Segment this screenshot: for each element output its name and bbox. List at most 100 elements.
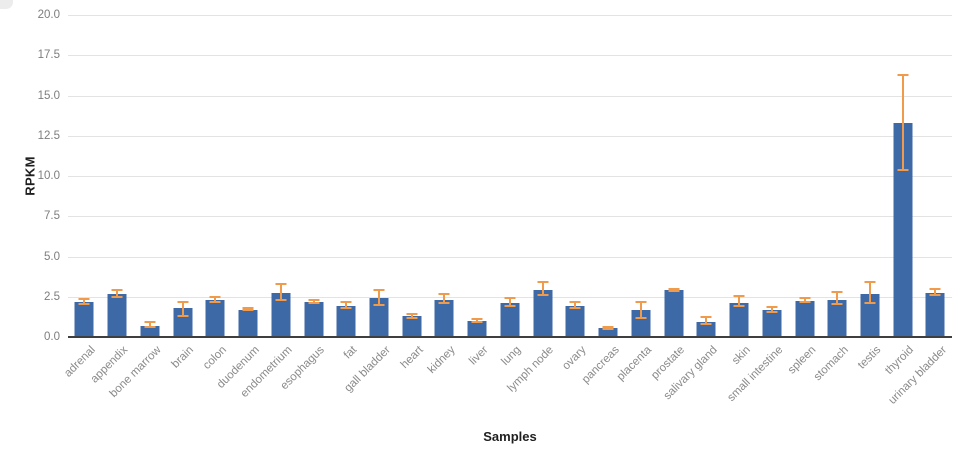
error-bar-cap-low-skin [733, 305, 745, 308]
error-bar-cap-high-stomach [831, 290, 843, 293]
bar-slot-skin: skin [723, 15, 756, 367]
error-bar-stem-prostate [672, 288, 675, 292]
error-bar-stem-ovary [574, 302, 577, 309]
error-bar-cap-high-lymph-node [537, 281, 549, 284]
error-bar-cap-high-small-intestine [766, 306, 778, 309]
bar-slot-thyroid: thyroid [883, 15, 919, 377]
x-tick-label-fat: fat [342, 344, 360, 362]
x-tick-label-urinary-bladder: urinary bladder [886, 344, 949, 407]
error-bar-stem-small-intestine [770, 307, 773, 313]
x-tick-label-placenta: placenta [615, 344, 655, 384]
x-axis-line [68, 336, 952, 338]
error-bar-cap-high-placenta [635, 300, 647, 303]
error-bar-stem-spleen [803, 297, 806, 303]
error-bar-cap-high-colon [209, 295, 221, 298]
error-bar-cap-high-appendix [111, 288, 123, 291]
error-bar-cap-high-fat [340, 300, 352, 303]
error-bar-cap-low-esophagus [308, 302, 319, 305]
bar-pancreas [598, 328, 618, 337]
x-tick-label-colon: colon [200, 344, 229, 372]
error-bar-cap-low-urinary-bladder [929, 294, 941, 297]
bar-liver [467, 320, 487, 337]
bar-adrenal [74, 301, 94, 337]
error-bar-cap-high-gall-bladder [373, 289, 385, 292]
error-bar-stem-liver [476, 319, 479, 322]
error-bar-stem-testis [868, 282, 871, 304]
y-tick-label: 0.0 [44, 331, 60, 343]
error-bar-cap-high-salivary-gland [700, 315, 712, 318]
bar-prostate [664, 290, 684, 337]
bar-slot-appendix: appendix [89, 15, 134, 385]
y-tick-label: 15.0 [37, 89, 60, 102]
bar-slot-bone-marrow: bone marrow [107, 15, 166, 400]
bar-gall-bladder [369, 298, 389, 337]
error-bar-cap-low-spleen [799, 301, 811, 304]
error-bar-cap-high-esophagus [308, 298, 319, 301]
bar-kidney [434, 299, 454, 337]
gridline [68, 256, 952, 258]
error-bar-stem-lung [508, 297, 511, 306]
error-bar-stem-thyroid [901, 74, 904, 170]
bar-slot-ovary: ovary [559, 15, 592, 372]
error-bar-cap-high-endometrium [275, 282, 287, 285]
x-tick-label-brain: brain [169, 344, 197, 371]
error-bar-stem-kidney [443, 293, 446, 304]
error-bar-cap-low-gall-bladder [373, 303, 385, 306]
bar-slot-colon: colon [199, 15, 232, 372]
bar-slot-lung: lung [494, 15, 527, 368]
bar-fat [336, 305, 356, 337]
bar-slot-prostate: prostate [649, 15, 690, 382]
error-bar-cap-low-testis [864, 302, 876, 305]
error-bar-stem-esophagus [312, 299, 315, 304]
error-bar-stem-heart [410, 313, 413, 318]
bar-slot-endometrium: endometrium [238, 15, 297, 400]
y-tick-label: 20.0 [37, 9, 60, 21]
error-bar-stem-endometrium [279, 283, 282, 300]
error-bar-cap-high-urinary-bladder [929, 287, 941, 290]
error-bar-stem-salivary-gland [705, 316, 708, 325]
error-bar-stem-placenta [639, 301, 642, 318]
error-bar-cap-low-lymph-node [537, 294, 549, 297]
error-bar-stem-appendix [116, 289, 119, 297]
y-tick-label: 7.5 [44, 210, 60, 223]
error-bar-stem-urinary-bladder [934, 288, 937, 296]
error-bar-cap-high-liver [471, 318, 483, 321]
error-bar-cap-low-ovary [569, 307, 581, 310]
error-bar-cap-low-lung [504, 304, 516, 307]
bar-salivary-gland [696, 321, 716, 337]
error-bar-cap-high-duodenum [242, 307, 254, 310]
error-bar-cap-low-bone-marrow [144, 326, 156, 329]
y-tick-label: 10.0 [37, 170, 60, 182]
error-bar-stem-fat [345, 301, 348, 309]
error-bar-cap-high-kidney [438, 292, 450, 295]
error-bar-stem-duodenum [247, 308, 250, 311]
gridline [68, 135, 952, 137]
error-bar-stem-brain [181, 302, 184, 317]
bar-slot-testis: testis [854, 15, 887, 371]
error-bar-stem-pancreas [607, 326, 610, 329]
error-bar-cap-high-brain [177, 301, 189, 304]
gridline [68, 15, 952, 16]
error-bar-stem-lymph-node [541, 282, 544, 296]
error-bar-cap-low-endometrium [275, 298, 287, 301]
error-bar-cap-low-pancreas [602, 327, 614, 330]
error-bar-cap-low-placenta [635, 316, 647, 319]
bar-small-intestine [762, 310, 782, 337]
bar-urinary-bladder [925, 292, 945, 337]
x-tick-label-lung: lung [499, 344, 524, 368]
bars-container: adrenal appendix bone marrow brain colon duod… [62, 15, 952, 407]
bar-bone-marrow [140, 325, 160, 337]
bar-placenta [631, 309, 651, 337]
error-bar-cap-high-testis [864, 281, 876, 284]
error-bar-cap-high-bone-marrow [144, 320, 156, 323]
x-tick-label-liver: liver [467, 344, 491, 368]
error-bar-cap-low-salivary-gland [700, 323, 712, 326]
error-bar-cap-low-appendix [111, 295, 123, 298]
error-bar-stem-adrenal [83, 299, 86, 304]
error-bar-stem-stomach [836, 291, 839, 304]
x-tick-label-testis: testis [856, 344, 884, 372]
gridline [68, 55, 952, 57]
gridline [68, 95, 952, 97]
x-tick-label-kidney: kidney [425, 344, 458, 376]
